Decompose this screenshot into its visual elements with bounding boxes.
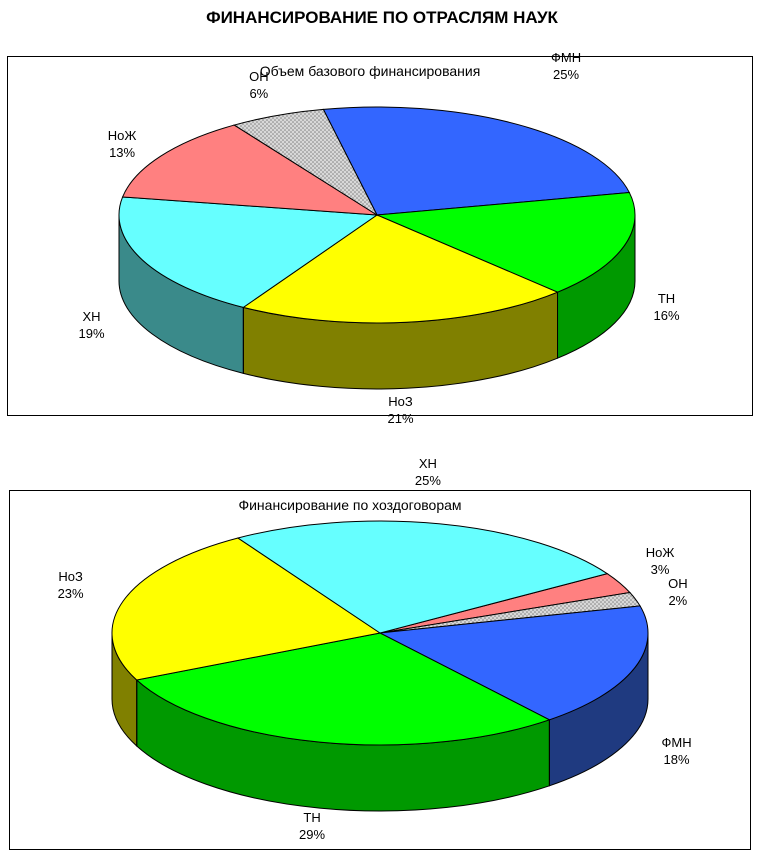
slice-percent: 23%	[57, 585, 84, 601]
slice-name: ФМН	[661, 735, 692, 751]
slice-name: НоЗ	[388, 394, 413, 410]
pie-tops	[111, 520, 649, 746]
slice-percent: 13%	[109, 145, 136, 161]
slice-label: ХН 25%	[415, 455, 441, 489]
slice-name: ХН	[82, 309, 101, 325]
pie-slice-ФМН	[322, 106, 631, 216]
chart-title: Финансирование по хоздоговорам	[238, 497, 462, 513]
pie-sides	[118, 214, 636, 390]
slice-percent: 19%	[78, 326, 105, 342]
slice-label: НоЗ 23%	[58, 568, 84, 602]
base-funding-chart: Объем базового финансирования ФМН 25% ТН 16…	[7, 50, 753, 426]
slice-label: ФМН 18%	[661, 734, 691, 768]
slice-percent: 3%	[650, 562, 670, 577]
contract-funding-chart: Финансирование по хоздоговорам НоЖ 3% ОН 2%…	[9, 456, 751, 850]
pie-slice-ТН	[376, 192, 636, 293]
slice-percent: 2%	[668, 593, 688, 609]
slice-label: ТН 16%	[654, 290, 680, 324]
slice-percent: 6%	[249, 86, 269, 102]
slice-label: ОН 6%	[249, 68, 269, 102]
slice-percent: 21%	[387, 411, 414, 427]
slice-name: НоЖ	[645, 545, 675, 560]
pie-slice-ХН	[236, 520, 609, 634]
chart-title: Объем базового финансирования	[259, 63, 481, 79]
slice-percent: 18%	[663, 752, 690, 768]
slice-label: НоЖ 3%	[646, 544, 675, 578]
slice-label: ТН 29%	[299, 809, 325, 843]
pie-slice-ФМН	[378, 605, 649, 721]
pie-tops	[118, 106, 636, 324]
pie-slice-НоЗ	[111, 537, 382, 681]
slice-name: ТН	[657, 290, 676, 306]
slice-name: ТН	[303, 809, 321, 825]
pie-slice-ХН	[118, 196, 379, 308]
pie-slice-ОН	[233, 108, 379, 217]
slice-name: ОН	[668, 576, 688, 592]
slice-label: ОН 2%	[668, 575, 688, 609]
base-funding-pie	[118, 106, 636, 390]
slice-label: ФМН 25%	[551, 49, 581, 83]
page-title: ФИНАНСИРОВАНИЕ ПО ОТРАСЛЯМ НАУК	[206, 8, 558, 27]
contract-funding-pie	[111, 520, 649, 812]
slice-name: ХН	[418, 456, 437, 472]
slice-percent: 25%	[553, 66, 580, 82]
pie-slice-НоЗ	[242, 214, 559, 324]
slice-percent: 25%	[414, 473, 441, 489]
pie-slice-НоЖ	[121, 124, 378, 216]
slice-label: НоЗ 21%	[388, 393, 414, 427]
slice-percent: 16%	[653, 307, 680, 323]
slice-name: ФМН	[550, 49, 582, 65]
slice-name: ОН	[249, 69, 269, 85]
slice-percent: 29%	[299, 826, 326, 842]
slice-label: НоЖ 13%	[108, 127, 137, 161]
slice-name: НоЗ	[58, 568, 83, 584]
slice-label: ХН 19%	[78, 308, 104, 342]
pie-slice-ТН	[135, 632, 551, 746]
slice-name: НоЖ	[107, 128, 137, 144]
